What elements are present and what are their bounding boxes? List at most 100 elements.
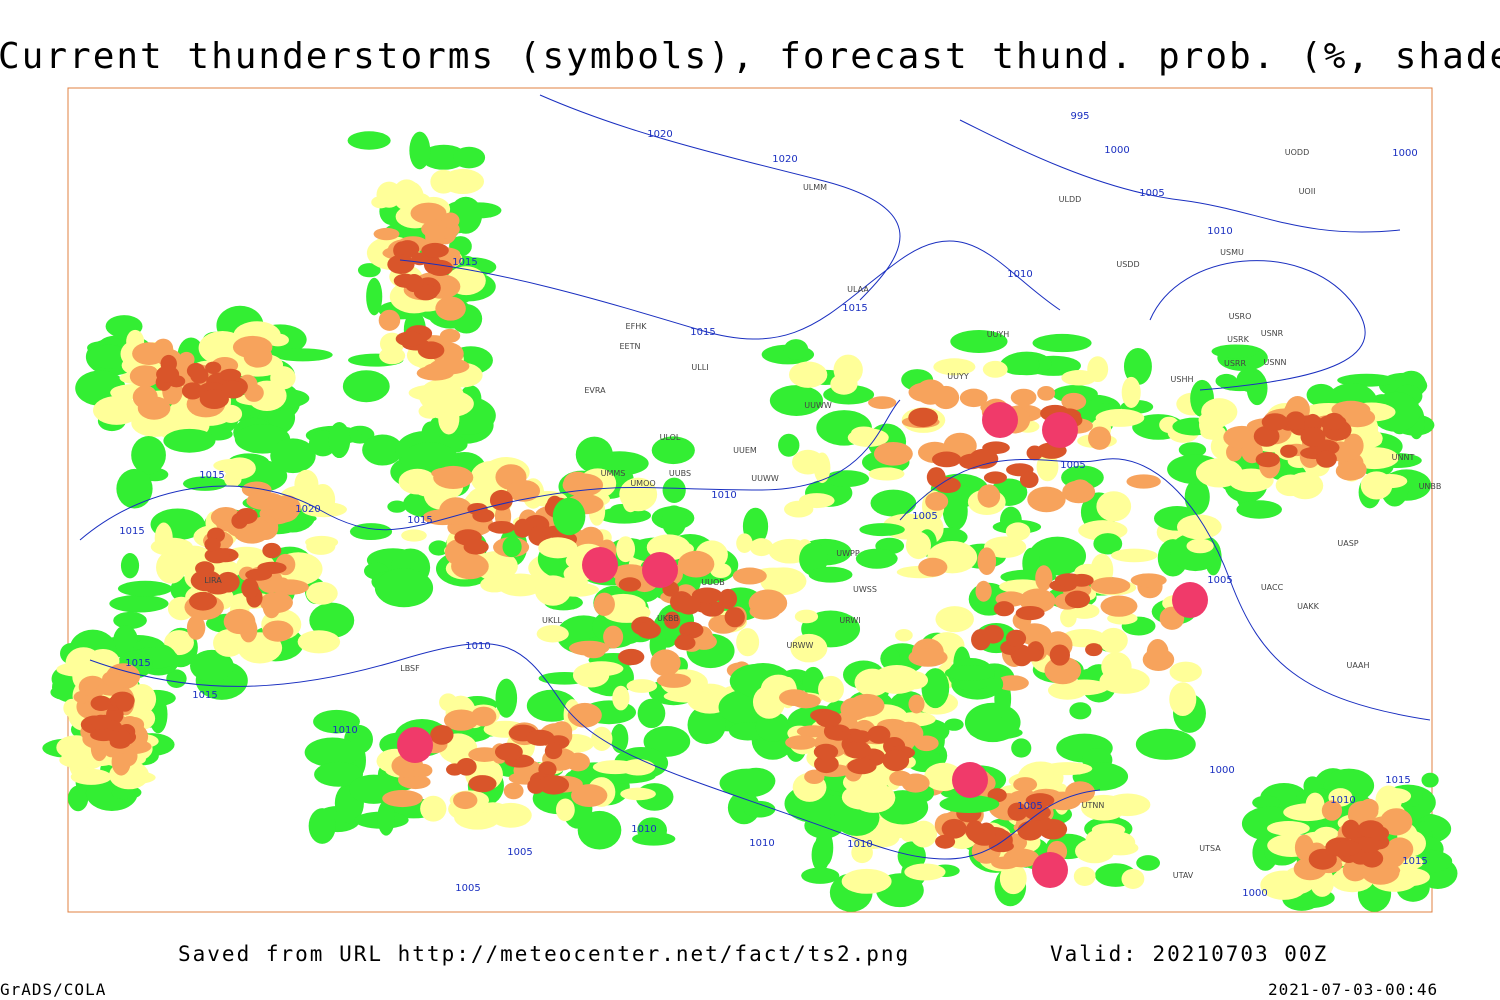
shade-cell [941, 818, 967, 839]
shade-cell [661, 541, 694, 557]
shade-cell [830, 373, 858, 395]
shade-cell [1024, 804, 1051, 821]
shade-cell [273, 577, 291, 592]
station-label: USHH [1171, 375, 1194, 384]
shade-cell [748, 589, 788, 617]
shade-cell [935, 606, 974, 633]
isobar-label: 995 [1070, 111, 1089, 122]
shade-cell [111, 786, 136, 800]
shade-cell [451, 553, 489, 580]
shade-cell [270, 438, 316, 474]
isobar [89, 643, 1101, 860]
shade-cell [1015, 605, 1045, 621]
station-label: ULOL [660, 433, 681, 442]
shade-cell [1341, 819, 1360, 840]
station-label: UUWW [751, 474, 779, 483]
shade-cell [908, 407, 939, 428]
storm-symbol [582, 547, 618, 583]
shade-cell [904, 863, 946, 881]
shade-cell [555, 798, 575, 822]
station-label: USNN [1264, 358, 1287, 367]
shade-cell [67, 785, 89, 812]
shade-cell [153, 338, 174, 359]
shade-cell [944, 665, 995, 681]
shade-cell [918, 557, 948, 577]
storm-symbol [1172, 582, 1208, 618]
shade-cell [867, 725, 891, 744]
shade-cell [429, 358, 470, 375]
isobar-label: 1005 [1207, 575, 1232, 586]
shade-cell [935, 834, 956, 849]
isobar-label: 1015 [1385, 775, 1410, 786]
shade-cell [618, 648, 645, 666]
shade-cell [1360, 849, 1384, 868]
shade-cell [914, 735, 939, 752]
shade-cell [982, 624, 1004, 644]
shade-cell [87, 344, 131, 369]
shade-cell [513, 518, 532, 538]
shade-cell [538, 537, 578, 559]
shade-cell [1357, 822, 1380, 838]
shade-cell [443, 709, 479, 731]
shade-cell [1100, 595, 1138, 617]
shade-cell [244, 383, 264, 402]
shade-cell [815, 828, 834, 867]
shade-cell [1101, 652, 1132, 682]
shade-cell [1283, 803, 1332, 822]
station-label: UUYY [947, 372, 969, 381]
shade-cell [1169, 682, 1197, 717]
isobar-label: 1015 [842, 303, 867, 314]
isobar-label: 1015 [125, 658, 150, 669]
shade-cell [1142, 648, 1175, 671]
shade-cell [804, 769, 825, 784]
shade-cell [489, 489, 513, 511]
station-label: USDD [1116, 260, 1139, 269]
shade-cell [199, 389, 229, 409]
storm-symbol [1042, 412, 1078, 448]
isobar [899, 458, 1431, 721]
timestamp: 2021-07-03-00:46 [1268, 980, 1438, 999]
shade-cell [687, 705, 726, 745]
station-label: LIRA [204, 576, 222, 585]
shade-cell [749, 538, 774, 557]
shade-cell [935, 476, 961, 494]
shade-cell [847, 758, 877, 775]
shade-cell [1339, 407, 1376, 428]
station-label: ULAA [847, 285, 869, 294]
shade-cell [1061, 392, 1087, 411]
shade-cell [931, 451, 962, 468]
isobar-label: 1015 [199, 470, 224, 481]
shade-cell [1099, 627, 1128, 654]
station-label: URWI [839, 616, 860, 625]
shade-cell [1090, 577, 1131, 595]
station-label: UMOO [630, 479, 655, 488]
shade-cell [1005, 522, 1031, 541]
isobar-label: 1005 [1060, 460, 1085, 471]
isobar [959, 119, 1401, 233]
shade-cell [1358, 835, 1382, 853]
shade-cell [1069, 479, 1092, 500]
shade-cell [813, 743, 839, 760]
shade-cell [944, 718, 964, 731]
station-label: EETN [620, 342, 641, 351]
shade-cell [789, 361, 828, 388]
shade-cell [1195, 458, 1243, 488]
shade-cell [342, 370, 390, 403]
shade-cell [430, 724, 454, 745]
shade-cell [620, 759, 656, 776]
shade-cell [1121, 868, 1145, 889]
shade-cell [968, 448, 999, 469]
shade-cell [616, 536, 636, 563]
shade-cell [431, 467, 469, 480]
shade-cell [897, 841, 926, 871]
shade-cell [349, 523, 393, 541]
shade-cell [297, 630, 341, 654]
shade-cell [575, 436, 613, 473]
shade-cell [186, 615, 206, 640]
isobar-label: 1000 [1392, 148, 1417, 159]
shade-cell [428, 540, 449, 556]
shade-cell [189, 649, 234, 682]
isobar [79, 399, 901, 541]
shade-cell [395, 331, 424, 347]
